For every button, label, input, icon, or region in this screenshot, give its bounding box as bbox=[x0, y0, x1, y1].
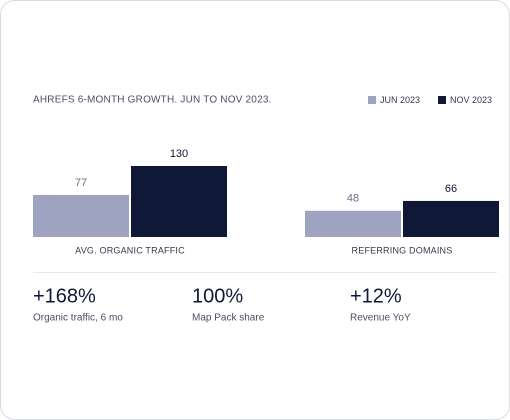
legend-label: JUN 2023 bbox=[380, 95, 420, 105]
category-label: AVG. ORGANIC TRAFFIC bbox=[75, 245, 185, 255]
stat-label: Revenue YoY bbox=[350, 313, 411, 324]
stat-value: +168% bbox=[33, 285, 96, 307]
bar bbox=[131, 166, 227, 237]
stat-value: +12% bbox=[350, 285, 402, 307]
stat-value: 100% bbox=[192, 285, 243, 307]
bar bbox=[305, 210, 401, 237]
value-label: 66 bbox=[445, 183, 457, 195]
legend-swatch bbox=[368, 96, 376, 104]
stat-label: Organic traffic, 6 mo bbox=[33, 313, 123, 324]
legend-swatch bbox=[438, 96, 446, 104]
stat-label: Map Pack share bbox=[192, 313, 265, 324]
category-label: REFERRING DOMAINS bbox=[352, 245, 453, 255]
value-label: 77 bbox=[75, 177, 87, 189]
value-label: 48 bbox=[347, 193, 359, 205]
legend-label: NOV 2023 bbox=[450, 95, 492, 105]
bar bbox=[403, 200, 499, 237]
value-label: 130 bbox=[170, 148, 188, 160]
chart-title: AHREFS 6-MONTH GROWTH. JUN TO NOV 2023. bbox=[33, 95, 272, 106]
bar bbox=[33, 194, 129, 237]
